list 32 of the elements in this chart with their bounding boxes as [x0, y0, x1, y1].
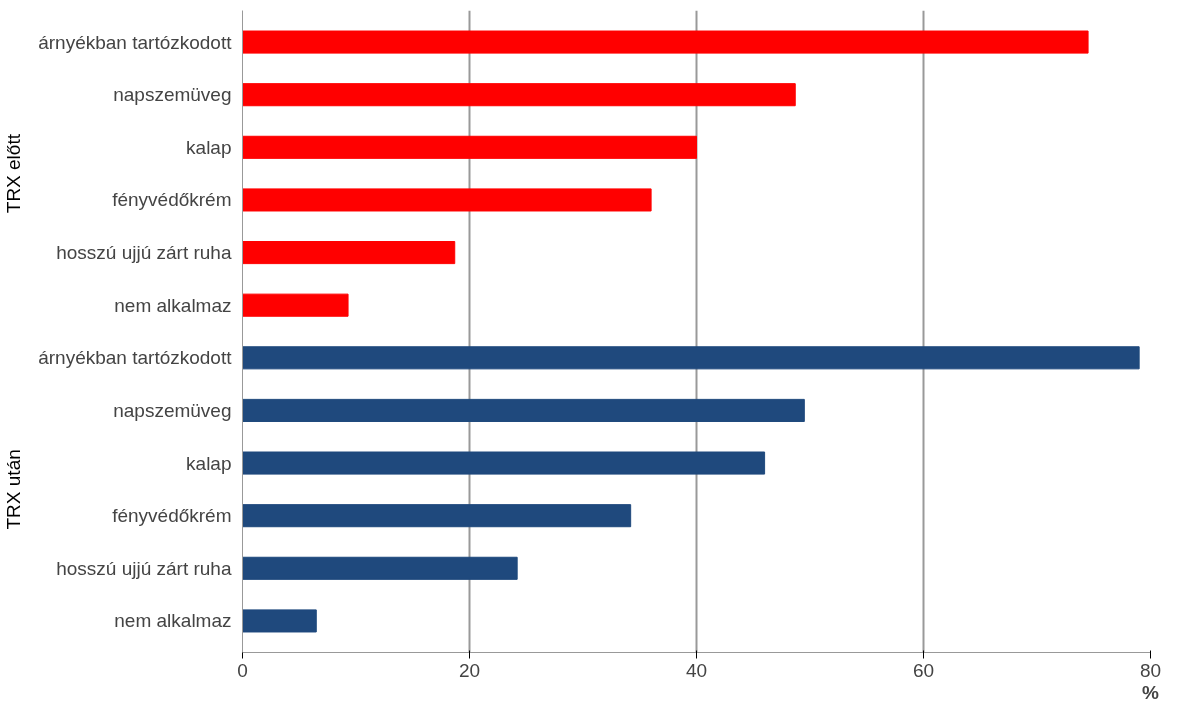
bar: [242, 451, 766, 475]
bar: [242, 135, 697, 159]
x-tick-label: 60: [912, 659, 935, 681]
bar: [242, 398, 805, 422]
bar: [242, 609, 317, 633]
bar: [242, 293, 349, 317]
y-tick-label: árnyékban tartózkodott: [38, 347, 233, 369]
x-tick-label: 40: [685, 659, 708, 681]
y-tick-label: nem alkalmaz: [114, 610, 232, 632]
text: TRX után: [3, 449, 25, 530]
text: TRX előtt: [3, 133, 25, 214]
x-tick-label: 20: [458, 659, 481, 681]
x-axis-title: %: [1142, 681, 1160, 703]
bar: [242, 556, 518, 580]
y-tick-label: kalap: [186, 452, 232, 474]
bar: [242, 346, 1140, 370]
bar: [242, 504, 632, 528]
y-tick-label: fényvédőkrém: [112, 505, 232, 527]
x-tick-label: 80: [1139, 659, 1162, 681]
bar: [242, 30, 1089, 54]
y-tick-label: fényvédőkrém: [112, 189, 232, 211]
y-tick-label: nem alkalmaz: [114, 294, 232, 316]
y-tick-label: napszemüveg: [113, 399, 232, 421]
y-tick-label: napszemüveg: [113, 84, 232, 106]
bar: [242, 188, 652, 212]
y-tick-label: árnyékban tartózkodott: [38, 31, 233, 53]
x-tick-label: 0: [237, 659, 248, 681]
y-tick-label: hosszú ujjú zárt ruha: [56, 557, 232, 579]
y-tick-label: hosszú ujjú zárt ruha: [56, 242, 232, 264]
bar: [242, 241, 456, 265]
y-tick-label: kalap: [186, 136, 232, 158]
bar: [242, 83, 796, 107]
